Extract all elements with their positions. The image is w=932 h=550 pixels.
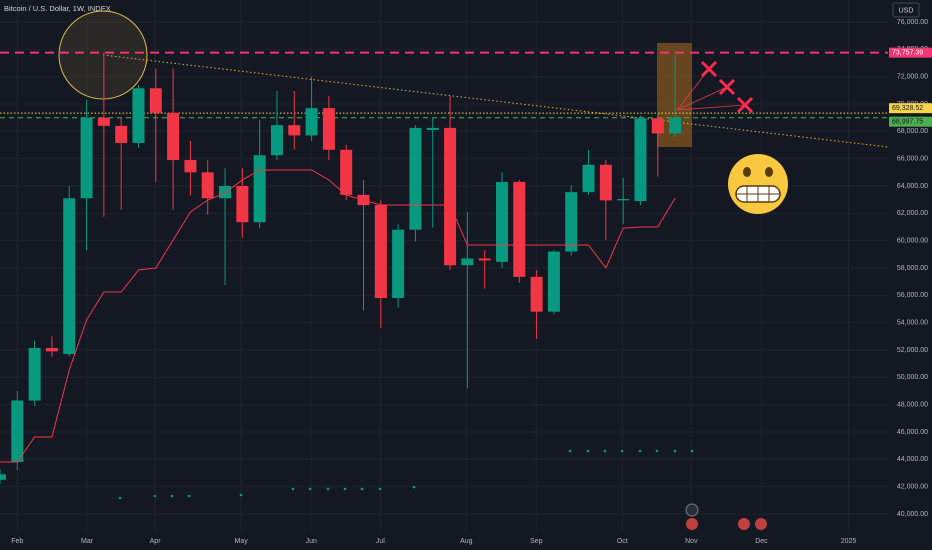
x-tick-label: Sep (530, 538, 543, 545)
projection-lines (676, 68, 746, 111)
candle-body (115, 125, 128, 143)
x-tick-label: Aug (460, 538, 473, 545)
candle-body (63, 198, 76, 355)
y-tick-label: 56,000.00 (897, 292, 928, 299)
currency-box[interactable] (892, 2, 920, 18)
candle-body (322, 108, 335, 150)
candle-body (495, 181, 508, 262)
candle-body (167, 112, 180, 161)
candle-body (426, 127, 439, 130)
y-tick-label: 68,000.00 (897, 128, 928, 135)
event-icons (685, 503, 767, 530)
y-tick-label: 40,000.00 (897, 511, 928, 518)
x-tick-label: Apr (150, 538, 162, 545)
candle-body (201, 172, 214, 199)
y-tick-label: 42,000.00 (897, 483, 928, 490)
candle-body (565, 192, 578, 252)
candle-body (530, 276, 543, 312)
candle-body (617, 198, 630, 201)
candle-body (288, 125, 301, 136)
x-tick-label: Nov (685, 538, 698, 545)
x-tick-label: May (235, 538, 249, 545)
y-tick-label: 64,000.00 (897, 183, 928, 190)
axis: 40,000.00 42,000.00 44,000.00 46,000.00 48,0… (11, 19, 932, 545)
candle-body (599, 164, 612, 201)
y-tick-label: 58,000.00 (897, 265, 928, 272)
x-tick-label: Mar (81, 538, 94, 545)
y-tick-label: 72,000.00 (897, 74, 928, 81)
candle-body (11, 400, 24, 463)
x-tick-label: Oct (617, 538, 628, 545)
candle-body (374, 205, 387, 299)
candle-body (28, 347, 41, 401)
y-tick-label: 54,000.00 (897, 319, 928, 326)
candle-body (669, 117, 682, 134)
indicator-dots (118, 449, 694, 500)
indicator-line (0, 169, 676, 463)
candle-body (513, 181, 526, 277)
candle-body (547, 251, 560, 312)
candle-body (149, 88, 162, 113)
candle-body (97, 117, 110, 126)
y-tick-label: 76,000.00 (897, 19, 928, 26)
x-tick-label: Jun (306, 538, 317, 545)
y-tick-label: 48,000.00 (897, 401, 928, 408)
price-label: 69,328.52 (892, 105, 923, 112)
y-tick-label: 60,000.00 (897, 237, 928, 244)
chart-title: Bitcoin / U.S. Dollar, 1W, INDEX (4, 4, 111, 13)
price-label-box (889, 116, 932, 127)
x-tick-label: Jul (376, 538, 385, 545)
price-axis (888, 0, 932, 550)
price-label-box (889, 103, 932, 114)
candle-body (0, 474, 6, 480)
candle-body (651, 118, 664, 134)
y-tick-label: 50,000.00 (897, 374, 928, 381)
candle-body (236, 185, 249, 223)
candle-body (132, 88, 145, 143)
x-tick-label: Feb (11, 538, 23, 545)
candle-body (409, 127, 422, 230)
y-tick-label: 66,000.00 (897, 156, 928, 163)
y-tick-label: 46,000.00 (897, 429, 928, 436)
price-label: 68,997.75 (892, 119, 923, 126)
candle-body (305, 108, 318, 136)
candle-body (45, 347, 58, 352)
plot (0, 51, 888, 484)
y-tick-label: 62,000.00 (897, 210, 928, 217)
currency[interactable]: USD (899, 7, 914, 14)
candle-body (478, 258, 491, 261)
candle-body (80, 117, 93, 199)
y-tick-label: 52,000.00 (897, 347, 928, 354)
price-label-box (889, 47, 932, 58)
candle-body (219, 185, 232, 199)
candle-body (582, 164, 595, 193)
grimace-emoji (728, 154, 788, 214)
candle-body (340, 149, 353, 195)
candle-body (461, 258, 474, 266)
candle-body (184, 160, 197, 173)
x-tick-label: 2025 (841, 538, 857, 545)
x-tick-label: Dec (755, 538, 768, 545)
candle-body (270, 125, 283, 156)
price-label: 73,757.39 (892, 49, 923, 56)
y-tick-label: 44,000.00 (897, 456, 928, 463)
candle-body (634, 118, 647, 202)
candle-body (444, 127, 457, 266)
candle-body (392, 229, 405, 299)
candle-body (253, 155, 266, 223)
